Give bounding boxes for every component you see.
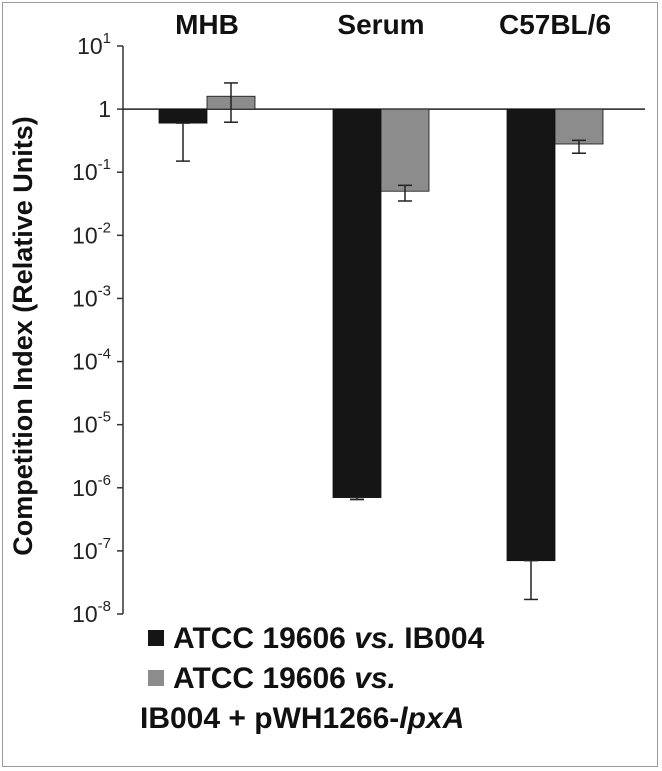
y-tick-label: 10-3 [72,282,111,311]
legend-label-2: ATCC 19606 vs. [173,662,396,695]
y-tick-label: 10-1 [72,156,111,185]
y-axis-label: Competition Index (Relative Units) [8,116,38,556]
legend-swatch-1 [148,630,164,646]
legend-swatch-2 [148,670,164,686]
bar-series-1 [332,108,382,498]
bar-series-1 [506,108,556,562]
y-tick-label: 101 [77,30,111,59]
category-label: C57BL/6 [499,9,611,40]
legend-label-1: ATCC 19606 vs. IB004 [173,622,485,655]
bar-series-2 [380,108,430,192]
bar-series-1 [158,108,208,124]
category-label: Serum [337,9,424,40]
y-tick-label: 10-5 [72,409,111,438]
y-tick-label: 1 [98,96,111,122]
y-tick-label: 10-6 [72,472,111,501]
y-tick-label: 10-8 [72,598,111,627]
bar-series-2 [554,108,604,145]
y-tick-label: 10-2 [72,219,111,248]
y-tick-label: 10-4 [72,346,111,375]
y-tick-label: 10-7 [72,535,111,564]
legend-label-2: IB004 + pWH1266-lpxA [140,702,464,735]
category-label: MHB [175,9,239,40]
